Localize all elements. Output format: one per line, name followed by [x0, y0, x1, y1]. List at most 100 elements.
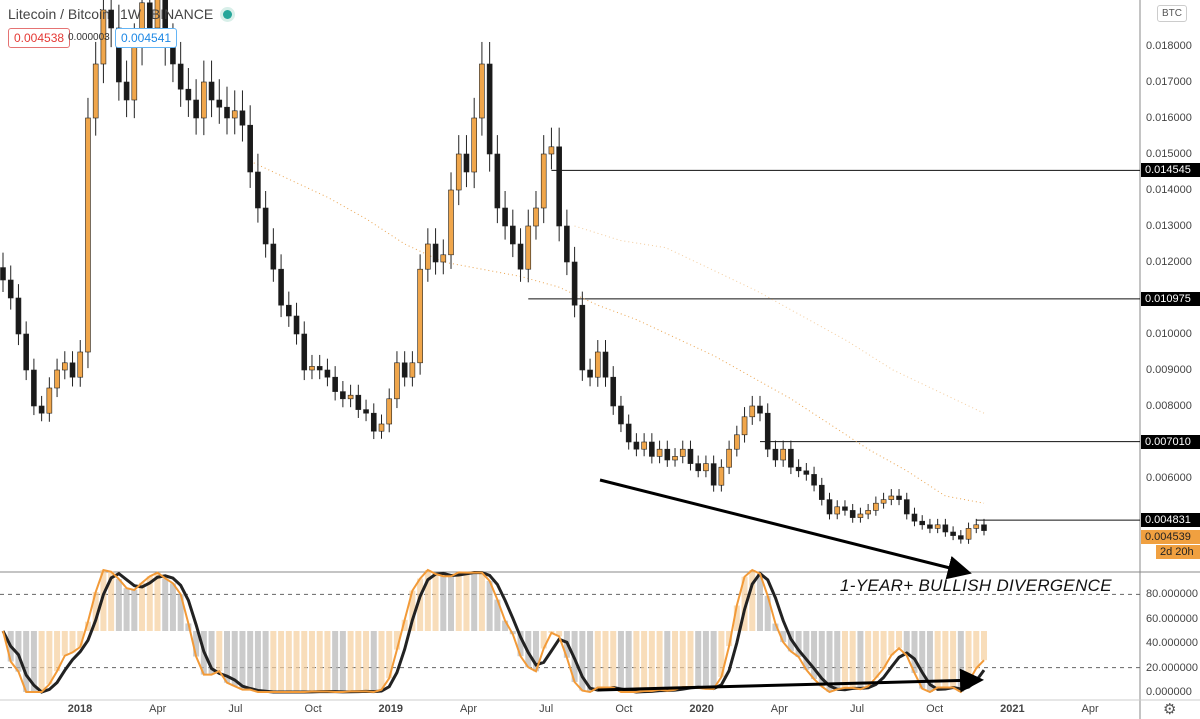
candle-body: [849, 510, 856, 518]
candle-body: [471, 117, 477, 173]
price-axis-label: 0.006000: [1146, 472, 1192, 484]
osc-histogram-bar: [455, 572, 462, 631]
candle-body: [649, 441, 655, 457]
candle-body: [594, 351, 601, 378]
osc-histogram-bar: [139, 582, 146, 631]
candle-body: [170, 45, 176, 65]
candle-body: [672, 456, 678, 461]
currency-badge[interactable]: BTC: [1157, 5, 1187, 22]
candle-body: [857, 513, 864, 518]
osc-histogram-bar: [594, 631, 601, 688]
candle-body: [286, 304, 292, 317]
candle-body: [347, 394, 354, 400]
candle-body: [571, 261, 578, 306]
osc-histogram-bar: [177, 594, 184, 631]
time-axis-label: Apr: [770, 703, 788, 715]
last-price-tag: 0.004539: [1141, 530, 1200, 544]
price-axis-label: 0.013000: [1146, 220, 1192, 232]
price-axis-label: 0.012000: [1146, 256, 1192, 268]
osc-histogram-bar: [741, 576, 748, 631]
time-axis-label: Apr: [149, 703, 167, 715]
osc-histogram-bar: [718, 631, 725, 677]
candle-body: [958, 535, 964, 540]
bar-countdown-tag: 2d 20h: [1156, 545, 1200, 559]
osc-histogram-bar: [239, 631, 246, 690]
osc-histogram-bar: [795, 631, 802, 657]
symbol-name: Litecoin / Bitcoin: [8, 6, 110, 22]
candle-body: [417, 268, 423, 364]
price-axis-label: 0.018000: [1146, 40, 1192, 52]
osc-histogram-bar: [332, 631, 339, 692]
osc-histogram-bar: [92, 591, 99, 631]
candle-body: [625, 423, 632, 443]
osc-histogram-bar: [532, 631, 539, 672]
candle-body: [703, 463, 709, 472]
osc-histogram-bar: [355, 631, 362, 692]
osc-histogram-bar: [695, 631, 702, 688]
candle-body: [100, 9, 107, 65]
sell-price-button[interactable]: 0.004538: [8, 28, 71, 48]
candle-body: [479, 63, 485, 119]
buy-price-button[interactable]: 0.004541: [115, 28, 178, 48]
candle-body: [610, 376, 617, 407]
osc-histogram-bar: [30, 631, 37, 692]
candle-body: [193, 99, 199, 119]
candle-body: [386, 398, 393, 425]
osc-d-line: [1, 571, 986, 694]
candle-body: [950, 531, 956, 536]
candle-body: [262, 207, 269, 245]
time-axis-label: Jul: [849, 703, 865, 715]
candle-body: [23, 333, 29, 371]
price-axis-label: 0.014000: [1146, 184, 1192, 196]
time-axis-label: Oct: [304, 703, 322, 715]
exchange: BINANCE: [150, 6, 214, 22]
candle-body: [77, 351, 84, 378]
candle-body: [517, 243, 524, 270]
candle-body: [556, 146, 562, 227]
osc-histogram-bar: [872, 631, 879, 678]
price-axis-label: 0.017000: [1146, 76, 1192, 88]
candle-body: [332, 376, 338, 392]
osc-histogram-bar: [208, 631, 215, 675]
candle-body: [355, 394, 362, 410]
osc-histogram-bar: [540, 631, 547, 649]
osc-histogram-bar: [834, 631, 841, 690]
symbol-header[interactable]: Litecoin / Bitcoin 1W BINANCE: [8, 6, 233, 22]
osc-histogram-bar: [401, 619, 408, 631]
candle-body: [394, 362, 400, 400]
candle-body: [633, 441, 640, 450]
time-axis-label: Apr: [459, 703, 478, 715]
osc-histogram-bar: [826, 631, 833, 692]
osc-histogram-bar: [424, 570, 431, 631]
candle-body: [602, 351, 609, 378]
osc-histogram-bar: [896, 631, 903, 649]
osc-histogram-bar: [478, 572, 485, 631]
osc-histogram-bar: [347, 631, 354, 692]
osc-histogram-bar: [262, 631, 269, 692]
osc-histogram-bar: [726, 631, 733, 647]
candle-body: [540, 153, 547, 209]
candle-body: [363, 409, 369, 414]
candle-body: [818, 484, 825, 500]
interval[interactable]: 1W: [119, 6, 141, 22]
osc-histogram-bar: [216, 631, 223, 672]
candle-body: [324, 369, 331, 378]
candle-body: [873, 502, 879, 511]
osc-histogram-bar: [702, 631, 709, 689]
candle-body: [224, 106, 230, 119]
osc-histogram-bar: [880, 631, 887, 669]
osc-histogram-bar: [231, 631, 238, 687]
time-axis-label: 2019: [378, 703, 404, 715]
osc-histogram-bar: [15, 631, 22, 672]
settings-gear-icon[interactable]: ⚙: [1163, 701, 1177, 718]
osc-histogram-bar: [146, 576, 153, 631]
osc-histogram-bar: [587, 631, 594, 692]
candle-body: [757, 405, 763, 414]
candle-body: [749, 405, 756, 418]
osc-histogram-bar: [579, 631, 586, 691]
candle-body: [401, 362, 408, 378]
osc-histogram-bar: [841, 631, 848, 688]
osc-histogram-bar: [417, 578, 424, 631]
osc-histogram-bar: [772, 623, 779, 631]
